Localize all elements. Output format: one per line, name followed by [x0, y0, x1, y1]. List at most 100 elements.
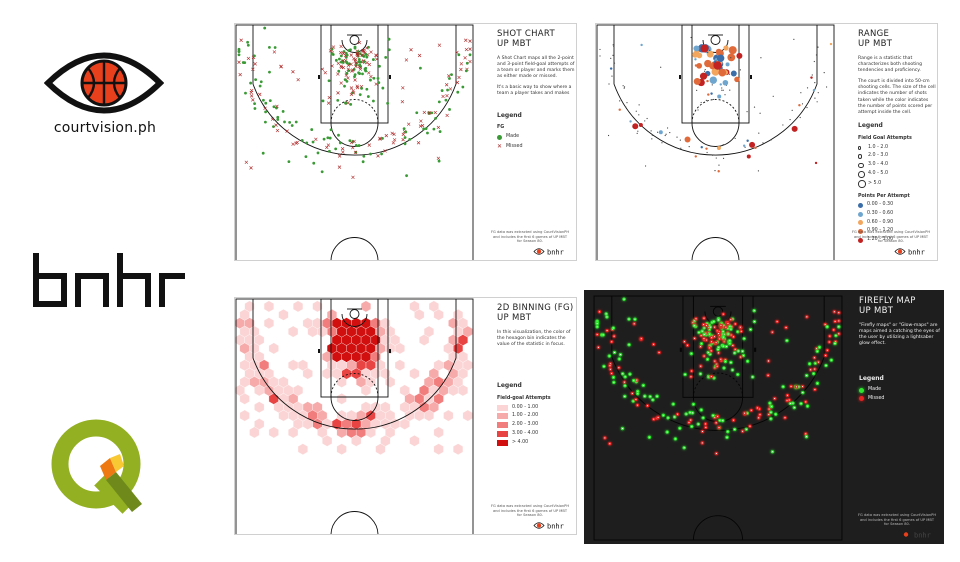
- hex-bin: [307, 325, 318, 338]
- glow-core: [776, 321, 778, 323]
- glow-core: [605, 313, 607, 315]
- made-shot-marker: [244, 91, 247, 95]
- glow-core: [767, 360, 770, 362]
- made-shot-marker: [372, 58, 375, 61]
- hex-bin: [322, 351, 333, 363]
- missed-shot-marker: [251, 98, 255, 102]
- range-cell-marker: [666, 127, 669, 129]
- made-shot-marker: [362, 154, 366, 158]
- glow-core: [703, 355, 705, 357]
- made-shot-marker: [402, 127, 406, 131]
- missed-shot-marker: [351, 145, 355, 150]
- glow-core: [805, 436, 808, 438]
- hex-bin: [423, 376, 434, 388]
- glow-core: [683, 341, 686, 343]
- legend-item: > 4.00: [497, 440, 575, 446]
- missed-x-icon: ✕: [497, 142, 503, 150]
- glow-core: [810, 369, 812, 371]
- credit-note: FG data was extracted using CourtVisionP…: [851, 229, 931, 244]
- made-shot-marker: [376, 76, 380, 80]
- made-shot-marker: [253, 54, 256, 58]
- glow-core: [829, 335, 831, 337]
- glow-core: [729, 340, 731, 342]
- missed-shot-marker: [344, 73, 349, 77]
- glow-core: [833, 311, 835, 313]
- glow-core: [721, 322, 723, 324]
- missed-shot-marker: [436, 156, 441, 161]
- made-shot-marker: [380, 152, 383, 156]
- glow-core: [747, 360, 749, 362]
- hex-bin: [254, 401, 265, 413]
- size-circle-icon: [858, 180, 866, 188]
- missed-shot-marker: [346, 76, 350, 80]
- made-shot-marker: [371, 99, 375, 103]
- missed-shot-marker: [416, 141, 421, 145]
- glow-core: [752, 376, 754, 378]
- range-cell-marker: [599, 48, 601, 51]
- glow-core: [833, 329, 835, 331]
- made-shot-marker: [366, 95, 370, 98]
- glow-core: [828, 341, 830, 343]
- glow-core: [806, 374, 808, 377]
- missed-shot-marker: [326, 101, 331, 105]
- glow-core: [758, 408, 760, 410]
- hex-bin: [360, 418, 371, 430]
- range-cell-marker: [651, 138, 653, 140]
- range-cell-marker: [636, 132, 638, 134]
- missed-shot-marker: [457, 75, 461, 80]
- range-cell-marker: [700, 44, 709, 53]
- shot-chart-panel: SHOT CHART UP MBT A Shot Chart maps all t…: [234, 23, 577, 261]
- made-shot-marker: [440, 89, 444, 92]
- legend-item: Made: [859, 387, 941, 393]
- glow-core: [714, 360, 716, 362]
- missed-shot-marker: [374, 53, 378, 57]
- glow-core: [725, 345, 727, 348]
- made-shot-marker: [352, 68, 356, 71]
- missed-shot-marker: [353, 150, 358, 155]
- legend-item: 0.30 - 0.60: [858, 211, 936, 217]
- missed-shot-marker: [337, 154, 342, 158]
- range-cell-marker: [710, 92, 713, 95]
- ppa-dot-icon: [858, 229, 863, 235]
- ppa-dot-icon: [858, 202, 863, 208]
- missed-shot-marker: [263, 106, 267, 111]
- glow-core: [813, 357, 815, 359]
- missed-shot-marker: [367, 62, 371, 67]
- range-cell-marker: [816, 101, 818, 103]
- range-cell-marker: [669, 131, 671, 134]
- legend-item: 1.00 - 2.00: [497, 413, 575, 420]
- glow-core: [805, 433, 807, 435]
- glow-core: [705, 339, 708, 341]
- glow-core: [694, 320, 696, 322]
- glow-core: [826, 326, 828, 328]
- made-shot-marker: [381, 136, 384, 140]
- legend-item: 1.20 - 3.00: [858, 237, 936, 243]
- missed-shot-marker: [336, 72, 340, 76]
- panel-title: FIREFLY MAP UP MBT: [859, 296, 916, 316]
- glow-core: [713, 321, 715, 323]
- made-shot-marker: [259, 80, 263, 84]
- made-shot-marker: [287, 160, 291, 164]
- missed-shot-marker: [367, 143, 372, 147]
- range-cell-marker: [793, 38, 795, 40]
- range-cell-marker: [638, 123, 643, 128]
- missed-shot-marker: [295, 140, 299, 145]
- hex-bin: [278, 309, 289, 321]
- hex-bin: [297, 443, 308, 455]
- range-cell-marker: [651, 134, 653, 136]
- made-shot-marker: [263, 26, 267, 30]
- bin-swatch-icon: [497, 404, 508, 411]
- glow-core: [604, 437, 606, 439]
- glow-core: [785, 327, 787, 329]
- made-shot-marker: [404, 130, 408, 134]
- glow-core: [707, 351, 709, 354]
- hex-bin: [239, 309, 250, 321]
- range-cell-marker: [709, 76, 717, 84]
- missed-shot-marker: [296, 77, 300, 82]
- missed-shot-marker: [409, 48, 413, 52]
- glow-core: [723, 333, 726, 335]
- glow-core: [798, 386, 800, 388]
- missed-shot-marker: [401, 137, 405, 142]
- missed-shot-marker: [291, 70, 295, 74]
- hex-bin: [433, 426, 444, 439]
